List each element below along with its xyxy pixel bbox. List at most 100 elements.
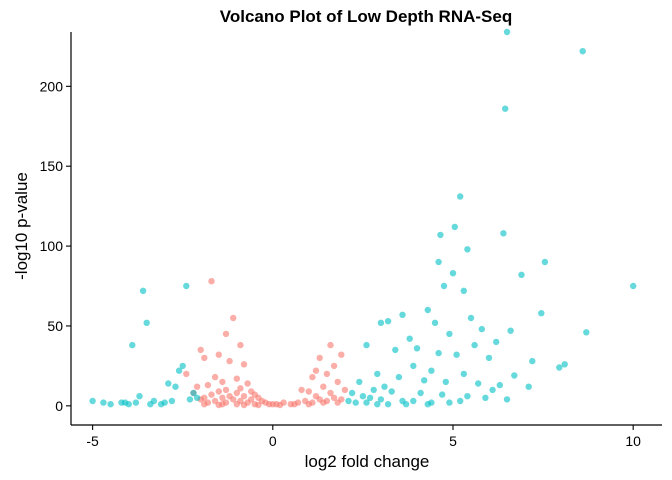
data-point bbox=[201, 401, 208, 408]
x-tick-label: -5 bbox=[86, 433, 99, 449]
data-point bbox=[417, 389, 424, 397]
data-point bbox=[244, 380, 251, 387]
y-tick-label: 150 bbox=[40, 158, 64, 174]
data-point bbox=[489, 386, 496, 394]
data-point bbox=[493, 338, 500, 346]
data-point bbox=[139, 287, 147, 294]
y-axis-ticks: 0 50 100 150 200 bbox=[40, 78, 71, 414]
data-point bbox=[305, 388, 312, 395]
data-point bbox=[255, 401, 262, 409]
data-point bbox=[478, 325, 485, 333]
data-point bbox=[381, 383, 388, 390]
data-point bbox=[107, 401, 114, 408]
data-point bbox=[410, 362, 417, 370]
data-point bbox=[410, 397, 417, 405]
data-point bbox=[402, 401, 410, 408]
data-point bbox=[316, 354, 323, 362]
data-point bbox=[457, 397, 464, 405]
data-point bbox=[233, 401, 240, 408]
data-point bbox=[363, 399, 370, 406]
chart-title: Volcano Plot of Low Depth RNA-Seq bbox=[220, 7, 512, 26]
data-point bbox=[276, 401, 284, 409]
data-point bbox=[502, 105, 509, 112]
data-point bbox=[183, 282, 190, 290]
data-point bbox=[136, 393, 143, 400]
data-point bbox=[374, 370, 381, 378]
data-point bbox=[240, 361, 248, 368]
data-point bbox=[183, 370, 190, 378]
data-point bbox=[175, 367, 183, 374]
data-point bbox=[215, 401, 222, 409]
data-point bbox=[421, 377, 428, 384]
data-point bbox=[334, 399, 341, 406]
data-point bbox=[327, 341, 334, 349]
data-point bbox=[388, 388, 395, 395]
data-point bbox=[222, 330, 230, 338]
data-point bbox=[222, 386, 230, 394]
data-point bbox=[525, 383, 532, 390]
data-point bbox=[193, 383, 201, 390]
data-point bbox=[352, 399, 359, 406]
data-point bbox=[435, 258, 442, 266]
data-point bbox=[208, 278, 215, 285]
y-tick-label: 100 bbox=[40, 238, 64, 254]
data-point bbox=[330, 362, 338, 370]
data-point bbox=[467, 314, 475, 322]
data-point bbox=[320, 399, 327, 406]
data-point bbox=[334, 378, 341, 386]
data-point bbox=[399, 311, 406, 318]
data-point bbox=[359, 393, 367, 400]
data-point bbox=[201, 354, 208, 362]
x-tick-label: 0 bbox=[269, 433, 277, 449]
data-point bbox=[556, 364, 563, 371]
data-point bbox=[440, 282, 448, 290]
data-point bbox=[475, 380, 482, 387]
x-axis-title: log2 fold change bbox=[305, 452, 430, 471]
data-point bbox=[233, 389, 240, 397]
data-point bbox=[172, 383, 179, 390]
data-point bbox=[305, 401, 312, 408]
data-point bbox=[471, 341, 478, 349]
data-point bbox=[377, 396, 385, 403]
data-point bbox=[312, 367, 320, 374]
data-point bbox=[370, 386, 377, 394]
data-point bbox=[377, 319, 385, 326]
data-point bbox=[496, 381, 503, 389]
data-point bbox=[240, 401, 248, 409]
data-point bbox=[384, 318, 392, 325]
data-point bbox=[406, 335, 413, 342]
data-point bbox=[168, 397, 176, 405]
data-point bbox=[186, 396, 194, 403]
data-point bbox=[561, 361, 568, 368]
data-point bbox=[503, 28, 511, 36]
data-point bbox=[413, 345, 421, 352]
data-point bbox=[204, 381, 212, 389]
data-point bbox=[511, 372, 518, 379]
data-point bbox=[143, 319, 150, 326]
data-point bbox=[215, 388, 222, 395]
y-tick-label: 50 bbox=[47, 318, 63, 334]
data-point bbox=[230, 396, 237, 403]
data-point bbox=[503, 396, 511, 403]
data-point bbox=[89, 397, 96, 405]
data-point bbox=[291, 401, 298, 408]
data-point bbox=[437, 231, 444, 239]
data-point bbox=[485, 354, 493, 362]
data-point bbox=[330, 394, 338, 401]
data-point bbox=[226, 357, 233, 365]
data-point bbox=[449, 270, 457, 277]
data-point bbox=[356, 378, 363, 386]
data-point bbox=[298, 386, 305, 394]
data-point bbox=[121, 399, 129, 406]
data-point bbox=[129, 341, 136, 349]
data-point bbox=[193, 394, 201, 401]
y-tick-label: 0 bbox=[55, 398, 63, 414]
data-point bbox=[230, 314, 237, 322]
data-point bbox=[338, 351, 345, 358]
data-point bbox=[150, 397, 158, 405]
x-axis-ticks: -5 0 5 10 bbox=[86, 425, 641, 449]
data-point bbox=[541, 258, 549, 266]
data-point bbox=[583, 329, 590, 336]
data-point bbox=[197, 346, 204, 354]
